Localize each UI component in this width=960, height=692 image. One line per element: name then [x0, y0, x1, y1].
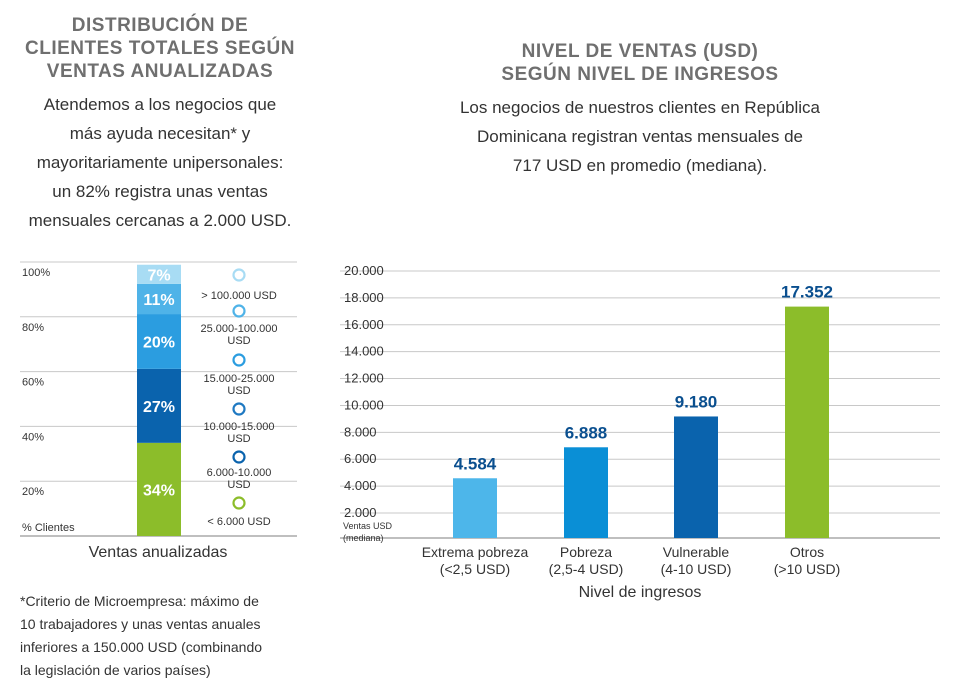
legend-label: > 100.000 USD — [201, 290, 277, 302]
footnote-line: 10 trabajadores y unas ventas anuales — [20, 616, 261, 632]
left-title-line: CLIENTES TOTALES SEGÚN — [25, 38, 295, 59]
right-y-axis-label: (mediana) — [343, 533, 384, 543]
legend-marker — [232, 496, 246, 510]
footnote: *Criterio de Microempresa: máximo de 10 … — [20, 590, 300, 682]
right-description-line: 717 USD en promedio (mediana). — [512, 156, 768, 175]
left-y-tick-label: 80% — [22, 322, 44, 334]
left-title-line: VENTAS ANUALIZADAS — [46, 61, 274, 82]
segment-value-label: 11% — [143, 292, 174, 309]
right-description-line: Los negocios de nuestros clientes en Rep… — [459, 98, 821, 117]
legend-label: 10.000-15.000 — [204, 421, 275, 433]
left-title-line: DISTRIBUCIÓN DE — [71, 15, 249, 36]
legend-label: USD — [227, 479, 250, 491]
stacked-segment — [137, 283, 181, 315]
right-y-tick-label: 12.000 — [344, 371, 384, 386]
right-description: Los negocios de nuestros clientes en Rep… — [400, 93, 880, 180]
left-description-line: mensuales cercanas a 2.000 USD. — [28, 211, 292, 230]
legend-label: 15.000-25.000 — [204, 373, 275, 385]
legend-marker — [232, 268, 246, 282]
legend-marker — [232, 353, 246, 367]
bar-value-label: 6.888 — [565, 423, 608, 442]
legend-marker — [232, 304, 246, 318]
x-category-label: Pobreza — [560, 544, 612, 560]
right-y-axis-label: Ventas USD — [343, 521, 393, 531]
footnote-line: inferiores a 150.000 USD (combinando — [20, 639, 263, 655]
left-y-axis-label: % Clientes — [22, 522, 75, 534]
stacked-segment — [137, 368, 181, 443]
right-title-line: NIVEL DE VENTAS (USD) — [521, 41, 759, 62]
x-category-label: (<2,5 USD) — [440, 561, 510, 577]
left-description: Atendemos a los negocios que más ayuda n… — [20, 90, 300, 235]
legend-label: USD — [227, 385, 250, 397]
x-category-label: Vulnerable — [663, 544, 730, 560]
x-category-label: Extrema pobreza — [422, 544, 529, 560]
left-description-line: más ayuda necesitan* y — [69, 124, 251, 143]
legend-label: < 6.000 USD — [207, 516, 270, 528]
right-y-tick-label: 4.000 — [344, 478, 377, 493]
bar — [785, 306, 829, 538]
bar — [564, 447, 608, 538]
left-description-line: Atendemos a los negocios que — [43, 95, 277, 114]
legend-label: USD — [227, 433, 250, 445]
right-y-tick-label: 16.000 — [344, 317, 384, 332]
bar-value-label: 17.352 — [781, 283, 833, 302]
stacked-segment — [137, 442, 181, 536]
right-title-line: SEGÚN NIVEL DE INGRESOS — [501, 64, 779, 85]
right-y-tick-label: 2.000 — [344, 505, 377, 520]
right-chart-title: NIVEL DE VENTAS (USD) SEGÚN NIVEL DE ING… — [400, 40, 880, 86]
stacked-segment — [137, 314, 181, 369]
left-y-tick-label: 20% — [22, 486, 44, 498]
legend-marker — [232, 402, 246, 416]
right-y-tick-label: 10.000 — [344, 397, 384, 412]
segment-value-label: 27% — [143, 399, 175, 416]
right-y-tick-label: 8.000 — [344, 424, 377, 439]
segment-value-label: 20% — [143, 334, 175, 351]
segment-value-label: 7% — [147, 267, 170, 284]
legend-label: USD — [227, 335, 250, 347]
x-category-label: (>10 USD) — [774, 561, 841, 577]
x-category-label: (4-10 USD) — [661, 561, 732, 577]
left-y-tick-label: 60% — [22, 377, 44, 389]
bar — [674, 416, 718, 538]
left-description-line: mayoritariamente unipersonales: — [36, 153, 284, 172]
right-y-tick-label: 6.000 — [344, 451, 377, 466]
bar — [453, 478, 497, 538]
legend-label: 25.000-100.000 — [200, 323, 277, 335]
x-category-label: (2,5-4 USD) — [549, 561, 624, 577]
right-y-tick-label: 20.000 — [344, 263, 384, 278]
bar-value-label: 9.180 — [675, 392, 718, 411]
right-x-axis-label: Nivel de ingresos — [579, 584, 702, 601]
legend-label: 6.000-10.000 — [207, 467, 272, 479]
legend-marker — [232, 450, 246, 464]
left-y-tick-label: 40% — [22, 431, 44, 443]
x-category-label: Otros — [790, 544, 824, 560]
right-description-line: Dominicana registran ventas mensuales de — [476, 127, 803, 146]
segment-value-label: 34% — [143, 482, 175, 499]
footnote-line: *Criterio de Microempresa: máximo de — [20, 593, 259, 609]
left-y-tick-label: 100% — [22, 267, 50, 279]
right-y-tick-label: 14.000 — [344, 344, 384, 359]
left-description-line: un 82% registra unas ventas — [52, 182, 268, 201]
stacked-segment — [137, 264, 181, 284]
left-chart-title: DISTRIBUCIÓN DE CLIENTES TOTALES SEGÚN V… — [20, 14, 300, 83]
footnote-line: la legislación de varios países) — [20, 662, 211, 678]
bar-value-label: 4.584 — [454, 454, 497, 473]
left-x-axis-label: Ventas anualizadas — [89, 544, 228, 561]
right-y-tick-label: 18.000 — [344, 290, 384, 305]
